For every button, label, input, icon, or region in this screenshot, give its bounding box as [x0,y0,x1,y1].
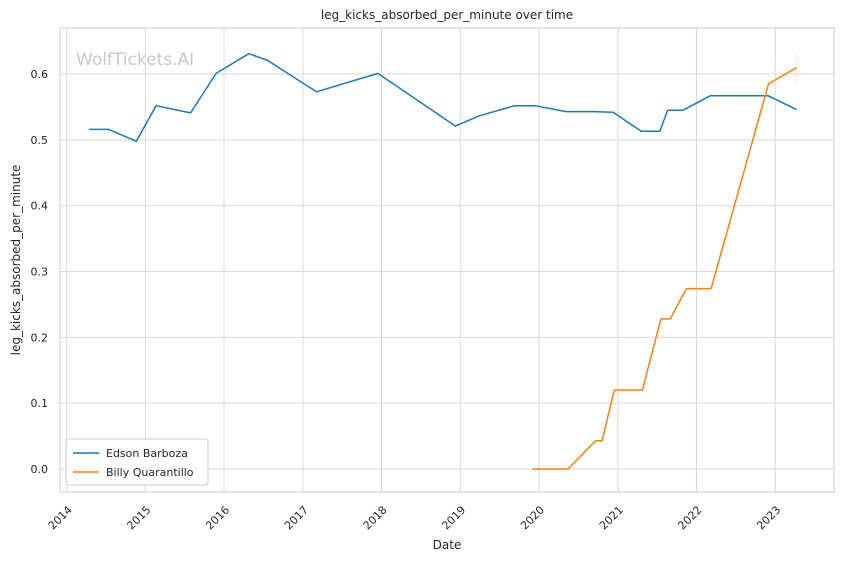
y-tick-label-0-5: 0.5 [31,134,49,147]
x-axis-label: Date [433,538,462,552]
x-tick-label-2019: 2019 [439,503,468,532]
x-tick-label-2021: 2021 [597,503,626,532]
watermark-text: WolfTickets.AI [76,50,194,70]
y-tick-label-0-4: 0.4 [31,200,49,213]
legend-label-billy-quarantillo: Billy Quarantillo [106,466,194,479]
x-tick-label-2015: 2015 [124,503,153,532]
x-tick-label-2022: 2022 [676,503,705,532]
y-tick-label-0-3: 0.3 [31,266,49,279]
x-tick-label-2023: 2023 [754,503,783,532]
series-line-billy-quarantillo [532,66,797,470]
x-axis-ticks: 2014 2015 2016 2017 2018 2019 2020 2021 2022 2023 [46,503,783,532]
y-axis-ticks: 0.0 0.1 0.2 0.3 0.4 0.5 0.6 [31,68,49,476]
y-tick-label-0-6: 0.6 [31,68,49,81]
x-tick-label-2016: 2016 [203,503,232,532]
y-tick-label-0-0: 0.0 [31,463,49,476]
y-tick-label-0-2: 0.2 [31,331,49,344]
x-tick-label-2020: 2020 [518,503,547,532]
y-axis-label: leg_kicks_absorbed_per_minute [9,165,23,356]
chart-title: leg_kicks_absorbed_per_minute over time [321,8,573,22]
legend-box [65,438,209,486]
x-tick-label-2017: 2017 [282,503,311,532]
x-tick-label-2014: 2014 [46,503,75,532]
series-layer [89,51,797,470]
series-line-edson-barboza [89,52,797,142]
plot-area [59,27,835,493]
x-tick-label-2018: 2018 [361,503,390,532]
y-tick-label-0-1: 0.1 [31,397,49,410]
legend: Edson Barboza Billy Quarantillo [65,438,209,486]
legend-label-edson-barboza: Edson Barboza [106,447,188,460]
